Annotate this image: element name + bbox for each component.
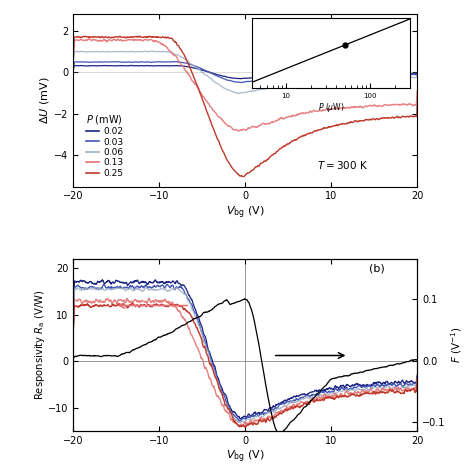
- Text: $T = 300$ K: $T = 300$ K: [318, 159, 369, 171]
- Y-axis label: Responsivity $R_\mathrm{a}$ (V/W): Responsivity $R_\mathrm{a}$ (V/W): [33, 290, 47, 401]
- X-axis label: $V_\mathrm{bg}$ (V): $V_\mathrm{bg}$ (V): [226, 449, 264, 465]
- Legend: 0.02, 0.03, 0.06, 0.13, 0.25: 0.02, 0.03, 0.06, 0.13, 0.25: [85, 112, 124, 179]
- Y-axis label: $\Delta U$ (mV): $\Delta U$ (mV): [38, 77, 52, 124]
- X-axis label: $V_\mathrm{bg}$ (V): $V_\mathrm{bg}$ (V): [226, 204, 264, 220]
- Text: (b): (b): [369, 263, 385, 273]
- Y-axis label: $F$ (V$^{-1}$): $F$ (V$^{-1}$): [449, 327, 465, 364]
